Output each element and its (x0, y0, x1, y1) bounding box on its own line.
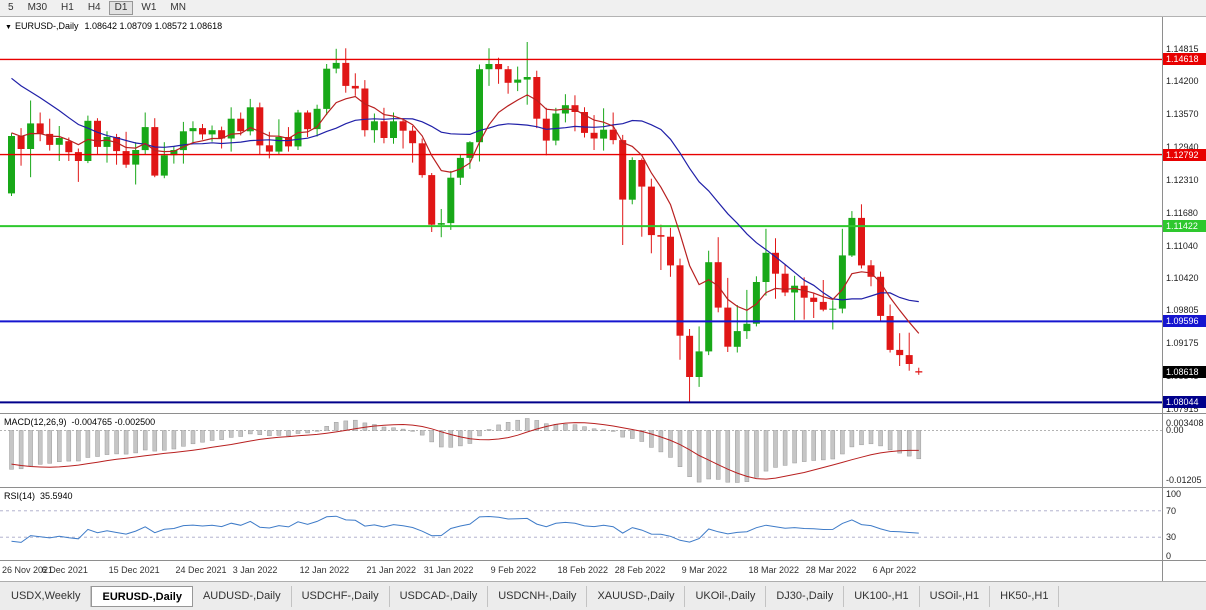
chart-symbol-label: EURUSD-,Daily (14, 21, 79, 31)
price-badge-1-08044: 1.08044 (1163, 396, 1206, 409)
date-tick-label: 26 Nov 2021 (2, 565, 54, 575)
rsi-level-0: 0 (1166, 551, 1172, 561)
timeframe-button-h1[interactable]: H1 (61, 2, 74, 13)
chart-ohlc-values: 1.08642 1.08709 1.08572 1.08618 (84, 21, 223, 31)
macd-axis-max: 0.003408 (1166, 418, 1204, 428)
rsi-value: 35.5940 (40, 491, 73, 501)
timeframe-button-m30[interactable]: M30 (27, 2, 48, 13)
chart-tab-hk50-h1[interactable]: HK50-,H1 (990, 585, 1060, 607)
macd-axis-zero: 0.00 (1166, 425, 1184, 436)
rsi-level-70: 70 (1166, 505, 1177, 516)
date-tick-label: 6 Apr 2022 (872, 565, 917, 575)
date-tick-label: 6 Dec 2021 (41, 565, 88, 575)
axis-corner (1162, 561, 1206, 581)
rsi-canvas (0, 488, 1162, 560)
price-tick-label: 1.11040 (1166, 241, 1198, 252)
main-chart[interactable]: ▼ EURUSD-,Daily 1.08642 1.08709 1.08572 1.… (0, 17, 1162, 413)
rsi-label: RSI(14) 35.5940 (4, 491, 78, 501)
symbol-dropdown-icon[interactable]: ▼ (5, 24, 12, 31)
macd-name: MACD(12,26,9) (4, 417, 67, 427)
date-tick-label: 9 Feb 2022 (490, 565, 537, 575)
price-tick-label: 1.09175 (1166, 338, 1199, 349)
candlestick-canvas (0, 17, 1162, 413)
price-badge-1-08618: 1.08618 (1163, 366, 1206, 379)
date-tick-label: 28 Feb 2022 (614, 565, 666, 575)
rsi-level-100: 100 (1166, 489, 1182, 499)
timeframe-button-5[interactable]: 5 (8, 2, 14, 13)
price-tick-label: 1.09805 (1166, 305, 1199, 316)
price-badge-1-11422: 1.11422 (1163, 220, 1206, 233)
main-chart-row: ▼ EURUSD-,Daily 1.08642 1.08709 1.08572 1.… (0, 17, 1206, 415)
chart-tab-usdchf-daily[interactable]: USDCHF-,Daily (291, 585, 390, 607)
date-axis-row: 26 Nov 2021 6 Dec 2021 15 Dec 2021 24 Dec 2… (0, 560, 1206, 581)
macd-axis[interactable]: 0.003408 0.00 -0.01205 (1162, 414, 1206, 487)
macd-canvas (0, 414, 1162, 487)
price-tick-label: 1.12310 (1166, 174, 1199, 185)
timeframe-button-mn[interactable]: MN (170, 2, 186, 13)
price-tick-label: 1.12940 (1166, 141, 1199, 152)
chart-tabs-bar: USDX,Weekly EURUSD-,Daily AUDUSD-,Daily USD… (0, 581, 1206, 610)
price-tick-label: 1.10420 (1166, 273, 1199, 284)
rsi-panel[interactable]: RSI(14) 35.5940 (0, 488, 1162, 560)
date-tick-label: 28 Mar 2022 (805, 565, 857, 575)
chart-tab-usoil-h1[interactable]: USOil-,H1 (919, 585, 991, 607)
macd-axis-min: -0.01205 (1166, 475, 1202, 485)
price-badge-1-12792: 1.12792 (1163, 148, 1206, 161)
chart-tab-dj30-daily[interactable]: DJ30-,Daily (766, 585, 845, 607)
rsi-name: RSI(14) (4, 491, 36, 501)
chart-tab-ukoil-daily[interactable]: UKOil-,Daily (685, 585, 767, 607)
macd-panel-row: MACD(12,26,9) -0.004765 -0.002500 0.00340… (0, 413, 1206, 487)
price-badge-1-09596: 1.09596 (1163, 315, 1206, 328)
rsi-panel-row: RSI(14) 35.5940 100 70 30 0 (0, 487, 1206, 561)
chart-tab-xauusd-daily[interactable]: XAUUSD-,Daily (587, 585, 686, 607)
rsi-level-30: 30 (1166, 532, 1177, 543)
price-tick-label: 1.11680 (1166, 207, 1198, 218)
macd-panel[interactable]: MACD(12,26,9) -0.004765 -0.002500 (0, 414, 1162, 487)
date-tick-label: 15 Dec 2021 (108, 565, 160, 575)
date-tick-label: 18 Mar 2022 (748, 565, 800, 575)
price-axis[interactable]: 1.14815 1.14200 1.13570 1.12940 1.12310 1.116… (1162, 17, 1206, 415)
timeframe-button-h4[interactable]: H4 (87, 2, 101, 13)
chart-tab-usdcad-daily[interactable]: USDCAD-,Daily (389, 585, 489, 607)
price-badge-1-14618: 1.14618 (1163, 53, 1206, 66)
price-tick-label: 1.14200 (1166, 76, 1199, 87)
price-tick-label: 1.14815 (1166, 44, 1199, 55)
chart-tab-uk100-h1[interactable]: UK100-,H1 (844, 585, 920, 607)
chart-tab-usdx-weekly[interactable]: USDX,Weekly (1, 585, 92, 607)
macd-values: -0.004765 -0.002500 (71, 417, 156, 427)
timeframe-toolbar: 5 M30 H1 H4 D1 W1 MN (0, 0, 1206, 17)
timeframe-button-w1[interactable]: W1 (141, 2, 157, 13)
price-tick-label: 1.13570 (1166, 109, 1199, 120)
date-tick-label: 9 Mar 2022 (681, 565, 728, 575)
chart-tab-audusd-daily[interactable]: AUDUSD-,Daily (192, 585, 292, 607)
rsi-axis[interactable]: 100 70 30 0 (1162, 488, 1206, 561)
macd-label: MACD(12,26,9) -0.004765 -0.002500 (4, 417, 160, 427)
date-tick-label: 3 Jan 2022 (232, 565, 278, 575)
date-axis[interactable]: 26 Nov 2021 6 Dec 2021 15 Dec 2021 24 Dec 2… (0, 561, 1162, 581)
date-tick-label: 12 Jan 2022 (299, 565, 350, 575)
timeframe-button-d1[interactable]: D1 (108, 1, 134, 15)
date-tick-label: 18 Feb 2022 (557, 565, 609, 575)
date-tick-label: 21 Jan 2022 (366, 565, 417, 575)
price-tick-label: 1.07915 (1166, 404, 1199, 415)
chart-tab-usdcnh-daily[interactable]: USDCNH-,Daily (488, 585, 588, 607)
chart-tab-eurusd-daily[interactable]: EURUSD-,Daily (91, 585, 193, 607)
date-tick-label: 31 Jan 2022 (423, 565, 474, 575)
date-tick-label: 24 Dec 2021 (175, 565, 227, 575)
chart-title: ▼ EURUSD-,Daily 1.08642 1.08709 1.08572 1.… (5, 21, 222, 31)
